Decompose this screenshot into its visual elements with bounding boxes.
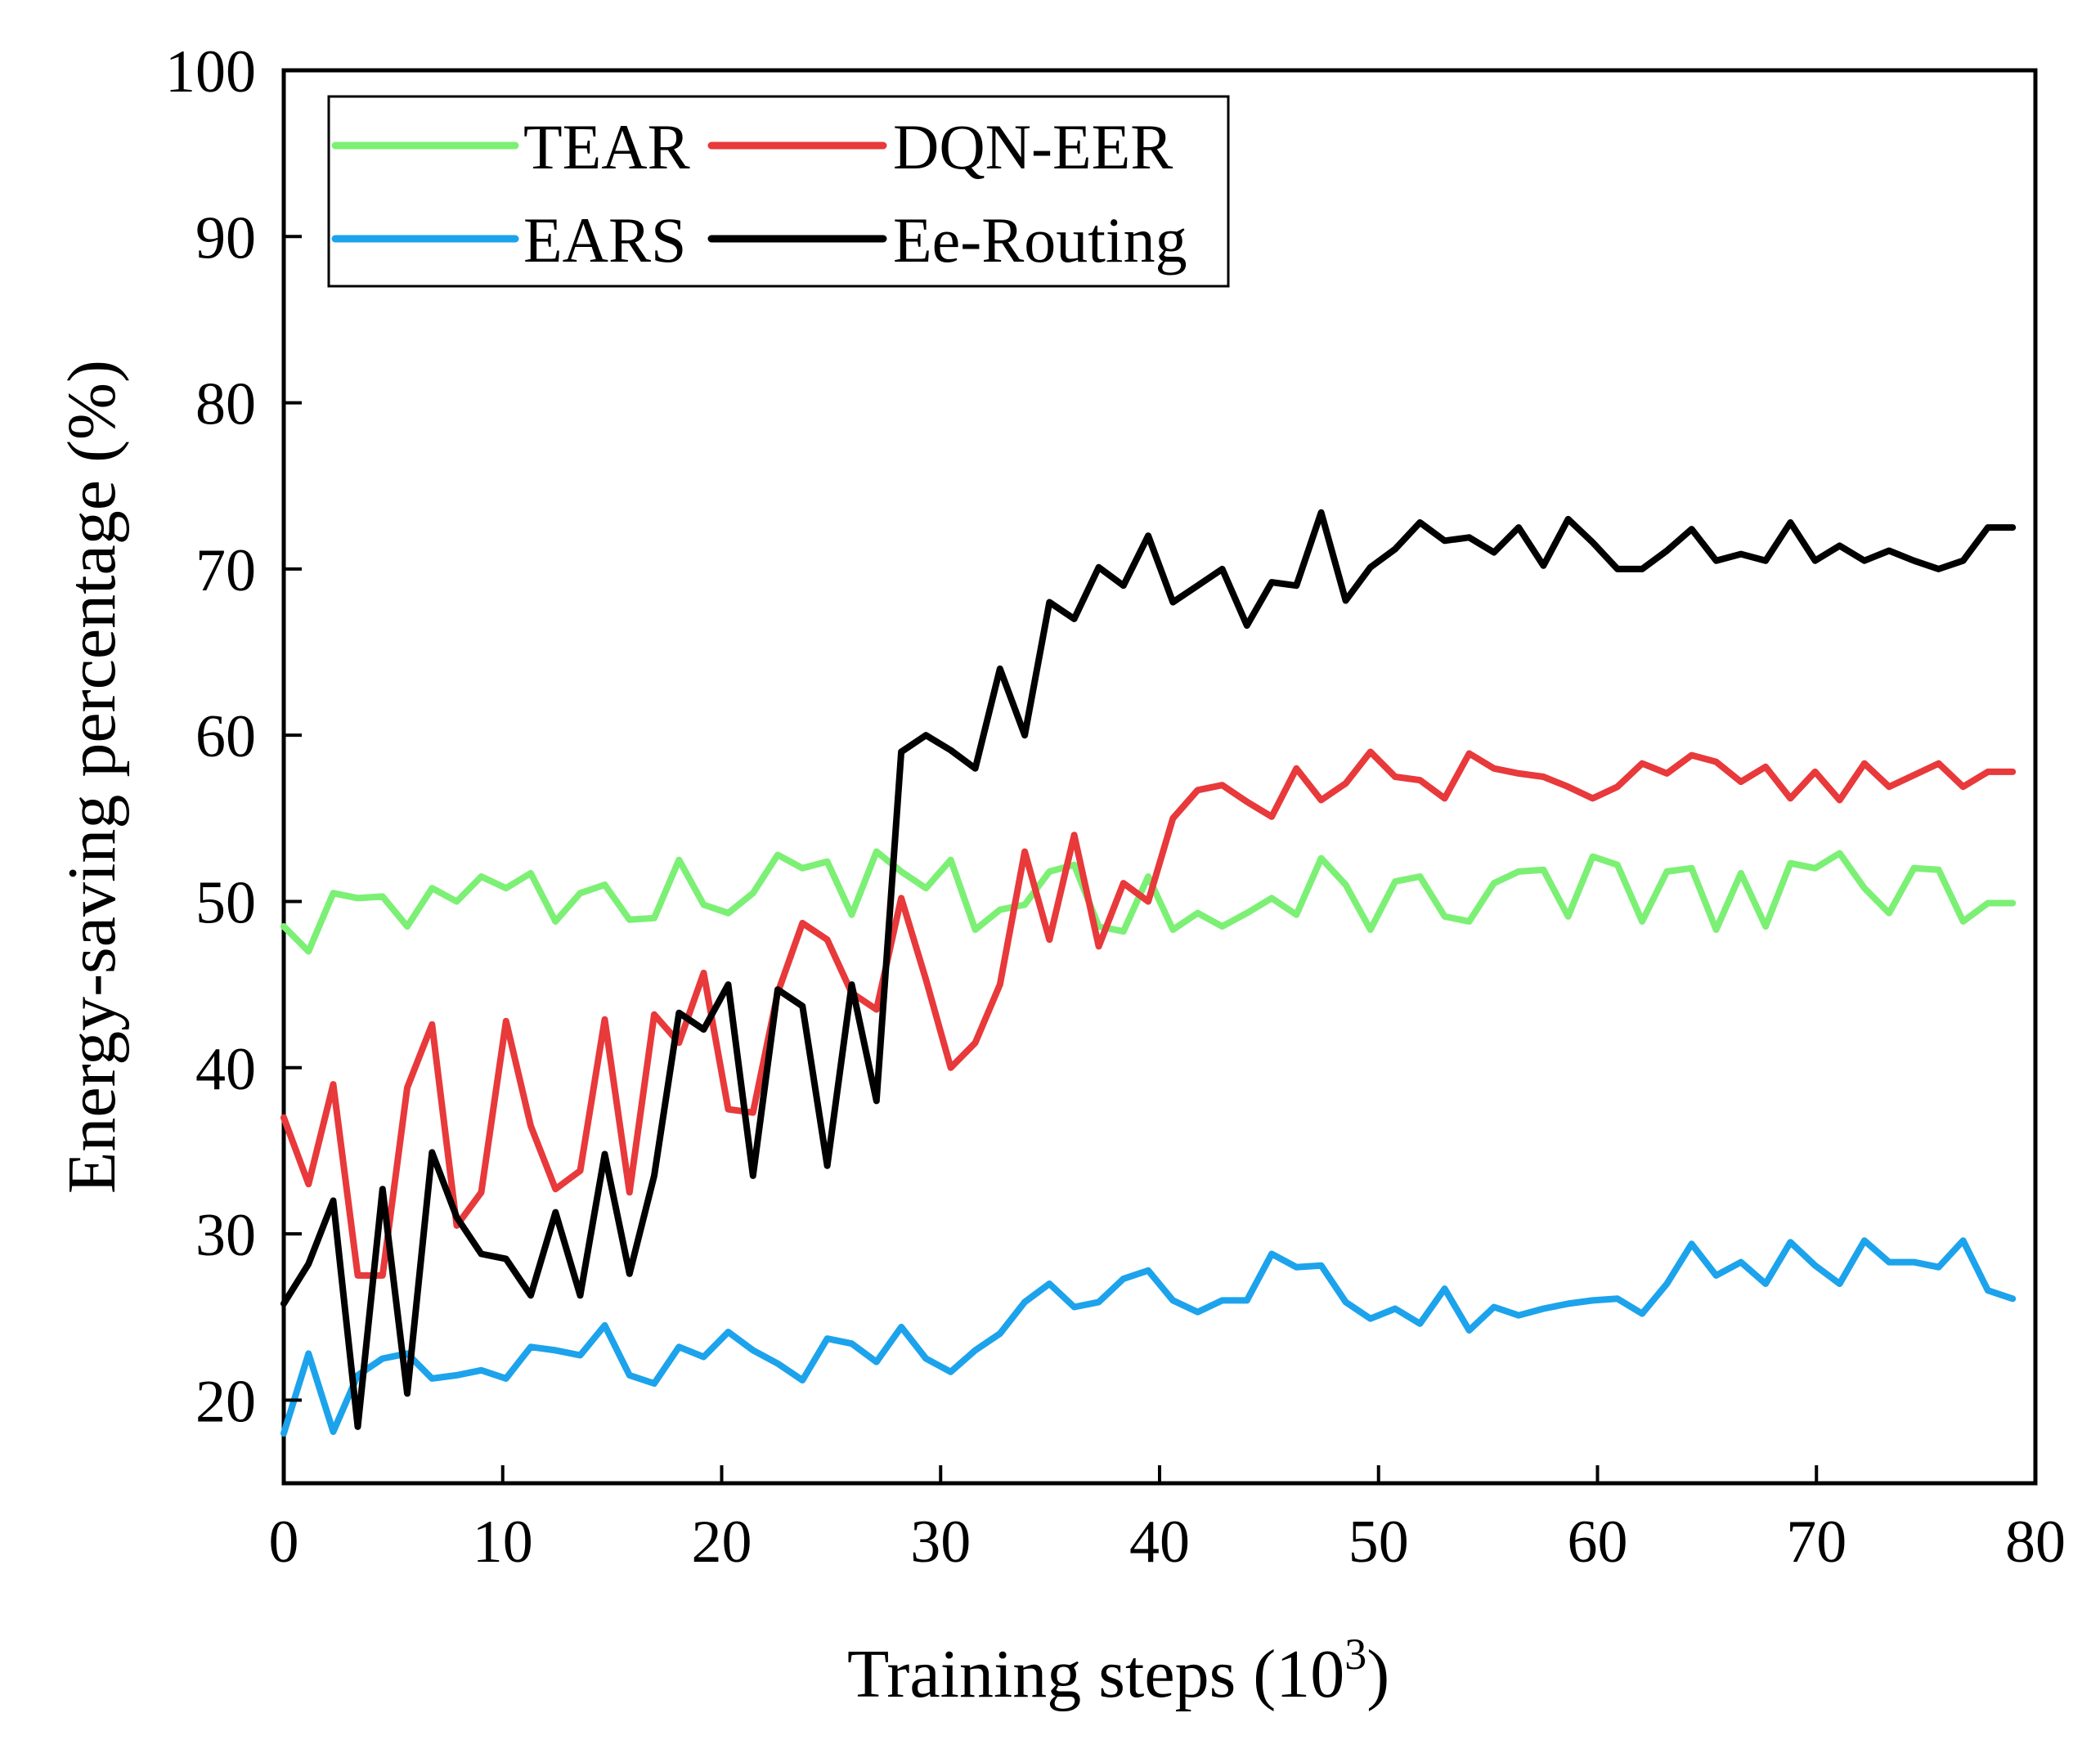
series-line-dqn-eer — [280, 748, 2017, 1279]
axis-ticks: 0 10 20 30 40 50 60 70 80 20 30 40 50 60 70 80 90 100 — [165, 38, 2066, 1576]
y-tick-label: 40 — [195, 1036, 256, 1103]
x-tick-label: 60 — [1568, 1509, 1628, 1576]
legend-label-dqn-eer: DQN-EER — [893, 111, 1173, 182]
x-tick-label: 80 — [2005, 1509, 2066, 1576]
legend-label-tear: TEAR — [523, 111, 690, 182]
y-tick-label: 60 — [195, 703, 256, 770]
x-tick-label: 40 — [1129, 1509, 1190, 1576]
x-axis-title: Training steps (103) — [847, 1630, 1389, 1712]
legend-box — [327, 95, 1230, 288]
y-tick-label: 90 — [195, 204, 256, 271]
x-axis-title-main: Training steps (10 — [847, 1636, 1344, 1712]
x-tick-label: 70 — [1786, 1509, 1846, 1576]
series-line-ee-routing — [280, 509, 2017, 1430]
x-tick-label: 20 — [692, 1509, 752, 1576]
y-tick-label: 80 — [195, 371, 256, 438]
y-axis-title: Energy-saving percentage (%) — [54, 360, 130, 1194]
x-tick-label: 10 — [473, 1509, 533, 1576]
legend-label-ears: EARS — [523, 204, 686, 276]
x-axis-title-sup: 3 — [1344, 1630, 1366, 1679]
x-axis-title-close: ) — [1366, 1636, 1389, 1712]
legend: TEAR DQN-EER EARS Ee-Routing — [327, 95, 1230, 288]
y-tick-label: 100 — [165, 38, 256, 105]
y-tick-label: 20 — [195, 1368, 256, 1435]
y-tick-label: 30 — [195, 1202, 256, 1269]
series-line-ears — [280, 1237, 2017, 1437]
x-tick-label: 0 — [269, 1509, 299, 1576]
y-tick-label: 70 — [195, 537, 256, 604]
y-tick-label: 50 — [195, 869, 256, 936]
x-tick-label: 30 — [910, 1509, 971, 1576]
x-tick-label: 50 — [1348, 1509, 1409, 1576]
legend-label-ee-routing: Ee-Routing — [893, 204, 1187, 276]
series-line-tear — [280, 848, 2017, 955]
series-layer — [280, 509, 2017, 1437]
